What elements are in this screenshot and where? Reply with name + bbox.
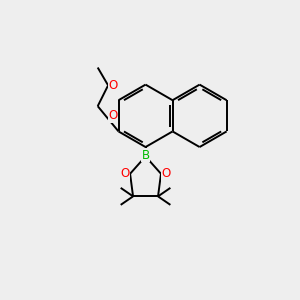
Text: O: O [109, 110, 118, 122]
Text: O: O [120, 167, 129, 180]
Text: O: O [162, 167, 171, 180]
Text: O: O [109, 79, 118, 92]
Text: B: B [142, 149, 150, 162]
